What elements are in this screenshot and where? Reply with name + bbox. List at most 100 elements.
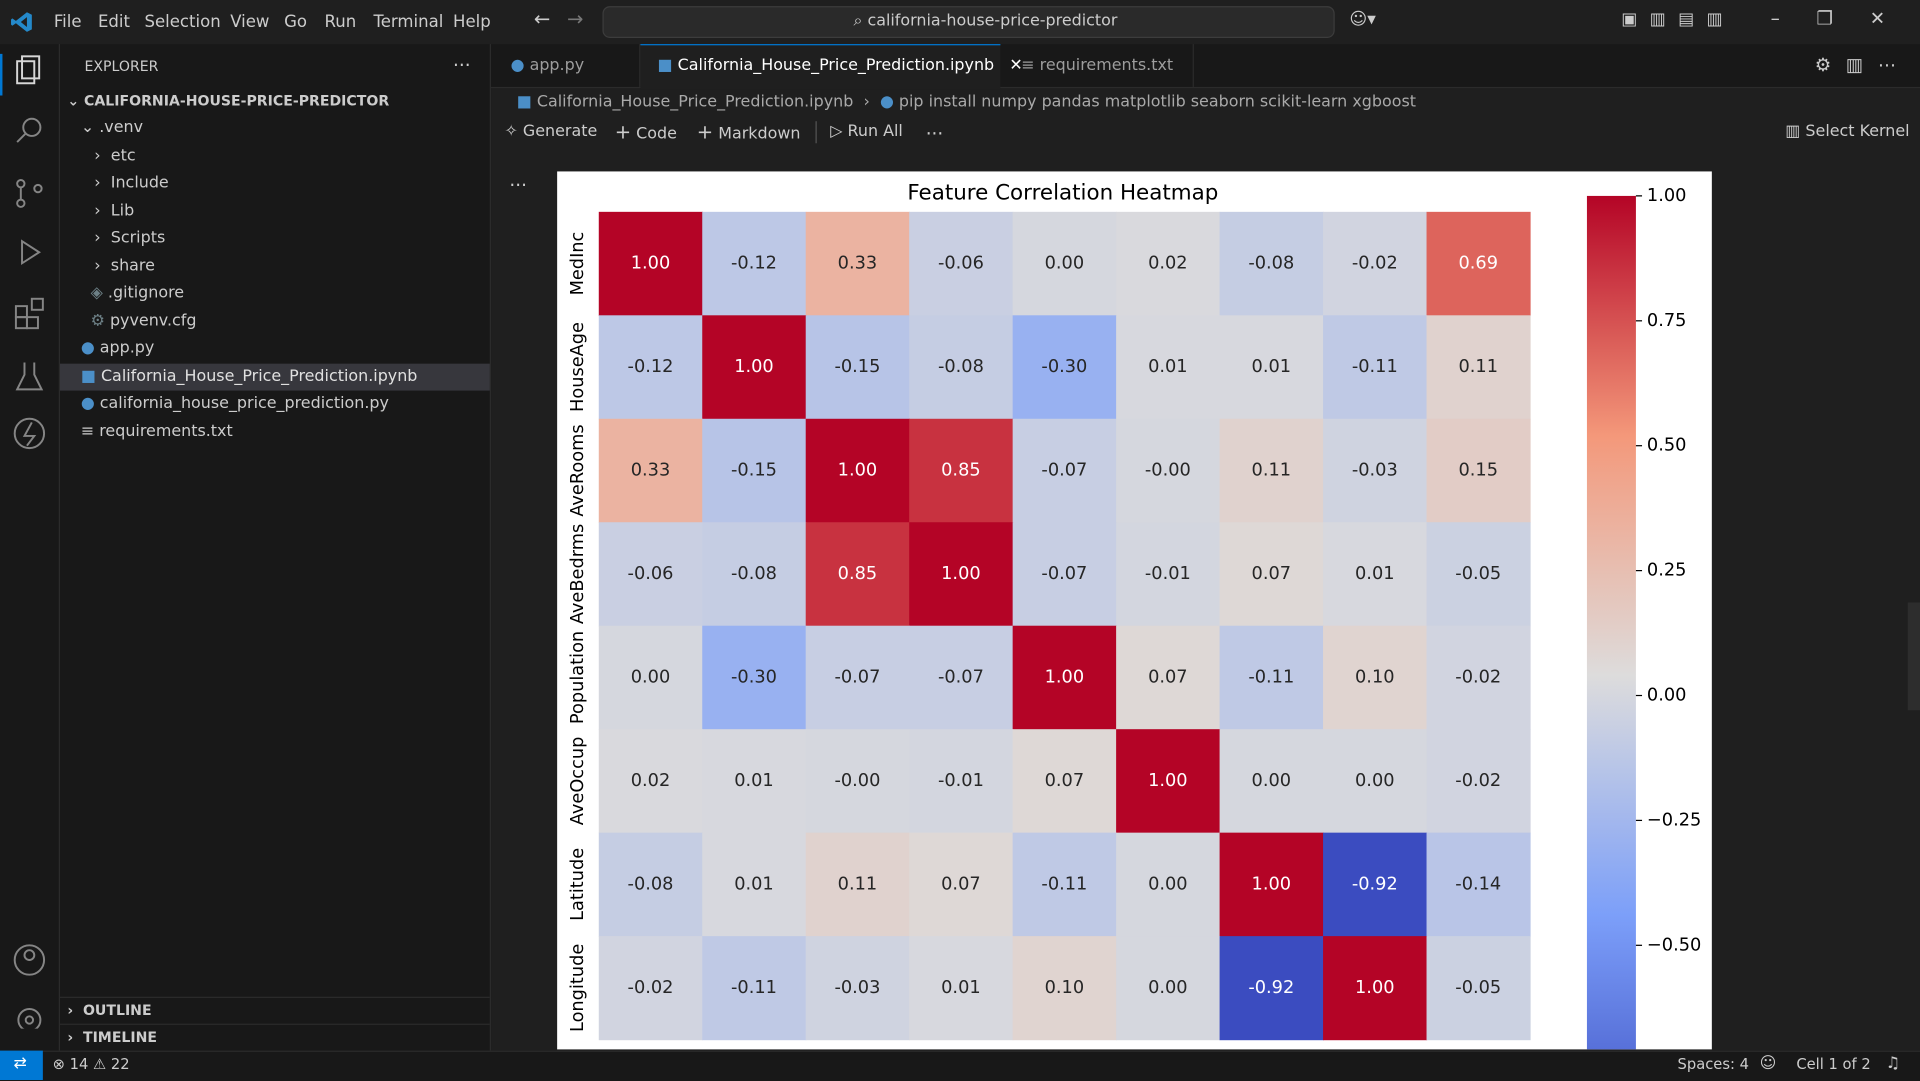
heatmap-cell [1323, 832, 1428, 937]
tree-file[interactable]: ● app.py [80, 339, 155, 358]
menu-item[interactable]: Go [284, 12, 308, 32]
menu-item[interactable]: Run [324, 12, 357, 32]
settings-icon[interactable] [17, 1008, 42, 1029]
cell-label: 1.00 [1148, 771, 1188, 791]
extensions-icon[interactable] [14, 305, 28, 319]
testing-icon[interactable] [15, 362, 44, 391]
cell-label: 0.33 [631, 461, 671, 481]
toolbar-more[interactable]: ... [925, 117, 944, 140]
command-center[interactable] [602, 6, 1335, 38]
menu-item[interactable]: Terminal [373, 12, 444, 32]
heatmap-cell [1012, 832, 1117, 937]
row-label: AveRooms [568, 424, 588, 516]
sidebar-more[interactable]: ... [453, 48, 471, 72]
menu-item[interactable]: File [53, 12, 82, 32]
editor-actions[interactable]: ⚙▥⋯ [1814, 53, 1911, 76]
copilot-icon[interactable]: ☺▾ [1349, 9, 1376, 30]
activity-icons [13, 55, 46, 1029]
heatmap-cell [805, 832, 910, 937]
cell-label: 0.02 [631, 771, 671, 791]
tree-file[interactable]: ● california_house_price_prediction.py [80, 394, 389, 413]
menu-item[interactable]: Selection [144, 12, 221, 32]
row-label: Population [568, 631, 588, 724]
tree-file[interactable]: ⚙ pyvenv.cfg [90, 312, 197, 331]
problems[interactable]: ⊗ 14 ⚠ 22 [52, 1055, 130, 1073]
account-icon[interactable] [13, 944, 46, 976]
nav-back[interactable]: ← [533, 7, 551, 31]
heatmap-cell [1116, 729, 1221, 834]
heatmap-cell [702, 625, 807, 730]
remote-icon[interactable] [13, 417, 46, 450]
heatmap-cell [909, 936, 1014, 1041]
cell-label: -0.00 [834, 771, 880, 791]
tree-folder[interactable]: › Include [94, 173, 169, 193]
notifications[interactable]: ♫ [1885, 1054, 1900, 1073]
search-text: california-house-price-predictor [867, 12, 1118, 31]
tree-folder[interactable]: › share [94, 257, 155, 276]
breadcrumb-item[interactable]: pip install numpy pandas matplotlib seab… [898, 93, 1416, 112]
toolbar-button[interactable]: + Markdown [696, 120, 801, 144]
run-icon[interactable] [21, 239, 41, 266]
heatmap-cell [909, 211, 1014, 316]
tab-label: California_House_Price_Prediction.ipynb [677, 56, 995, 75]
tree-file[interactable]: ≡ requirements.txt [80, 422, 233, 441]
tree-label: pyvenv.cfg [109, 312, 197, 331]
cell-label: -0.05 [1455, 978, 1501, 998]
cell-indicator[interactable]: Cell 1 of 2 [1796, 1055, 1871, 1073]
heatmap-cell [1426, 315, 1531, 420]
cell-more[interactable]: ... [509, 168, 527, 192]
kernel-picker[interactable]: ▥ Select Kernel [1785, 122, 1910, 141]
menu-item[interactable]: Help [453, 12, 491, 32]
heatmap-cell [1219, 211, 1324, 316]
explorer-icon[interactable] [16, 60, 36, 85]
scrollbar-thumb[interactable] [1907, 602, 1920, 711]
copilot-status[interactable]: ☺ [1759, 1054, 1777, 1073]
heatmap-cell [702, 522, 807, 627]
menu-item[interactable]: Edit [97, 12, 130, 32]
timeline-section[interactable]: › TIMELINE [67, 1028, 158, 1046]
heatmap-cell [909, 625, 1014, 730]
menu-item[interactable]: View [230, 12, 270, 32]
tree-folder[interactable]: › Lib [94, 202, 135, 221]
tree-folder[interactable]: ⌄ .venv [80, 118, 144, 138]
toolbar-button[interactable]: ✧ Generate [504, 122, 598, 141]
toolbar-button[interactable]: + Code [614, 120, 677, 144]
cell-label: -0.11 [731, 978, 777, 998]
status-bar [0, 1050, 1920, 1081]
folder-root[interactable]: ⌄ CALIFORNIA-HOUSE-PRICE-PREDICTOR [67, 91, 390, 109]
toolbar-label: Run All [847, 122, 903, 141]
tree-folder[interactable]: › Scripts [94, 228, 166, 248]
heatmap-cell [805, 211, 910, 316]
tab[interactable]: ≡ requirements.txt [1002, 44, 1194, 87]
cell-label: 0.69 [1458, 254, 1498, 274]
cell-label: 0.01 [734, 771, 774, 791]
outline-section[interactable]: › OUTLINE [67, 1001, 152, 1019]
tab[interactable]: ● app.py [491, 44, 641, 87]
heatmap-cell [702, 936, 807, 1041]
nav-forward[interactable]: → [566, 7, 584, 31]
heatmap-cell [1012, 418, 1117, 523]
tree-folder[interactable]: › etc [94, 146, 136, 166]
cell-label: -0.02 [628, 978, 674, 998]
tab-label: app.py [529, 56, 585, 75]
window-controls[interactable]: –❐✕ [1770, 7, 1920, 30]
cell-label: 1.00 [631, 254, 671, 274]
cell-label: 0.33 [838, 254, 878, 274]
search-icon[interactable] [22, 117, 42, 137]
remote-button[interactable] [0, 1050, 43, 1081]
layout-controls[interactable]: ▣▥▤▥ [1621, 9, 1736, 30]
cell-label: -0.15 [834, 357, 880, 377]
tab-active[interactable]: ■ California_House_Price_Prediction.ipyn… [640, 44, 1023, 90]
tree-label: share [110, 257, 155, 276]
heatmap-cell [1426, 936, 1531, 1041]
heatmap-cell [909, 418, 1014, 523]
breadcrumb-item[interactable]: California_House_Price_Prediction.ipynb [536, 93, 854, 112]
toolbar-button[interactable]: ▷ Run All [830, 122, 903, 141]
heatmap-cell [1116, 832, 1221, 937]
row-label: Latitude [568, 848, 588, 921]
cell-label: -0.15 [731, 461, 777, 481]
tree-file[interactable]: ■ California_House_Price_Prediction.ipyn… [80, 367, 418, 386]
tree-file[interactable]: ◈ .gitignore [90, 284, 185, 303]
scm-icon[interactable] [16, 179, 26, 189]
indentation[interactable]: Spaces: 4 [1677, 1055, 1749, 1073]
